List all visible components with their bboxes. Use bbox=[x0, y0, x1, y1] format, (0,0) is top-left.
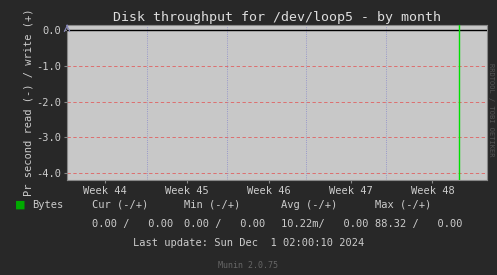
Text: 88.32 /   0.00: 88.32 / 0.00 bbox=[375, 219, 463, 229]
Text: Max (-/+): Max (-/+) bbox=[375, 200, 431, 210]
Text: 10.22m/   0.00: 10.22m/ 0.00 bbox=[281, 219, 368, 229]
Text: RRDTOOL / TOBI OETIKER: RRDTOOL / TOBI OETIKER bbox=[488, 63, 494, 157]
Text: Last update: Sun Dec  1 02:00:10 2024: Last update: Sun Dec 1 02:00:10 2024 bbox=[133, 238, 364, 248]
Text: 0.00 /   0.00: 0.00 / 0.00 bbox=[92, 219, 173, 229]
Text: Munin 2.0.75: Munin 2.0.75 bbox=[219, 261, 278, 270]
Y-axis label: Pr second read (-) / write (+): Pr second read (-) / write (+) bbox=[24, 9, 34, 196]
Text: 0.00 /   0.00: 0.00 / 0.00 bbox=[184, 219, 265, 229]
Title: Disk throughput for /dev/loop5 - by month: Disk throughput for /dev/loop5 - by mont… bbox=[113, 10, 441, 24]
Text: Cur (-/+): Cur (-/+) bbox=[92, 200, 148, 210]
Text: Min (-/+): Min (-/+) bbox=[184, 200, 240, 210]
Text: Bytes: Bytes bbox=[32, 200, 64, 210]
Text: Avg (-/+): Avg (-/+) bbox=[281, 200, 337, 210]
Text: ■: ■ bbox=[15, 200, 25, 210]
